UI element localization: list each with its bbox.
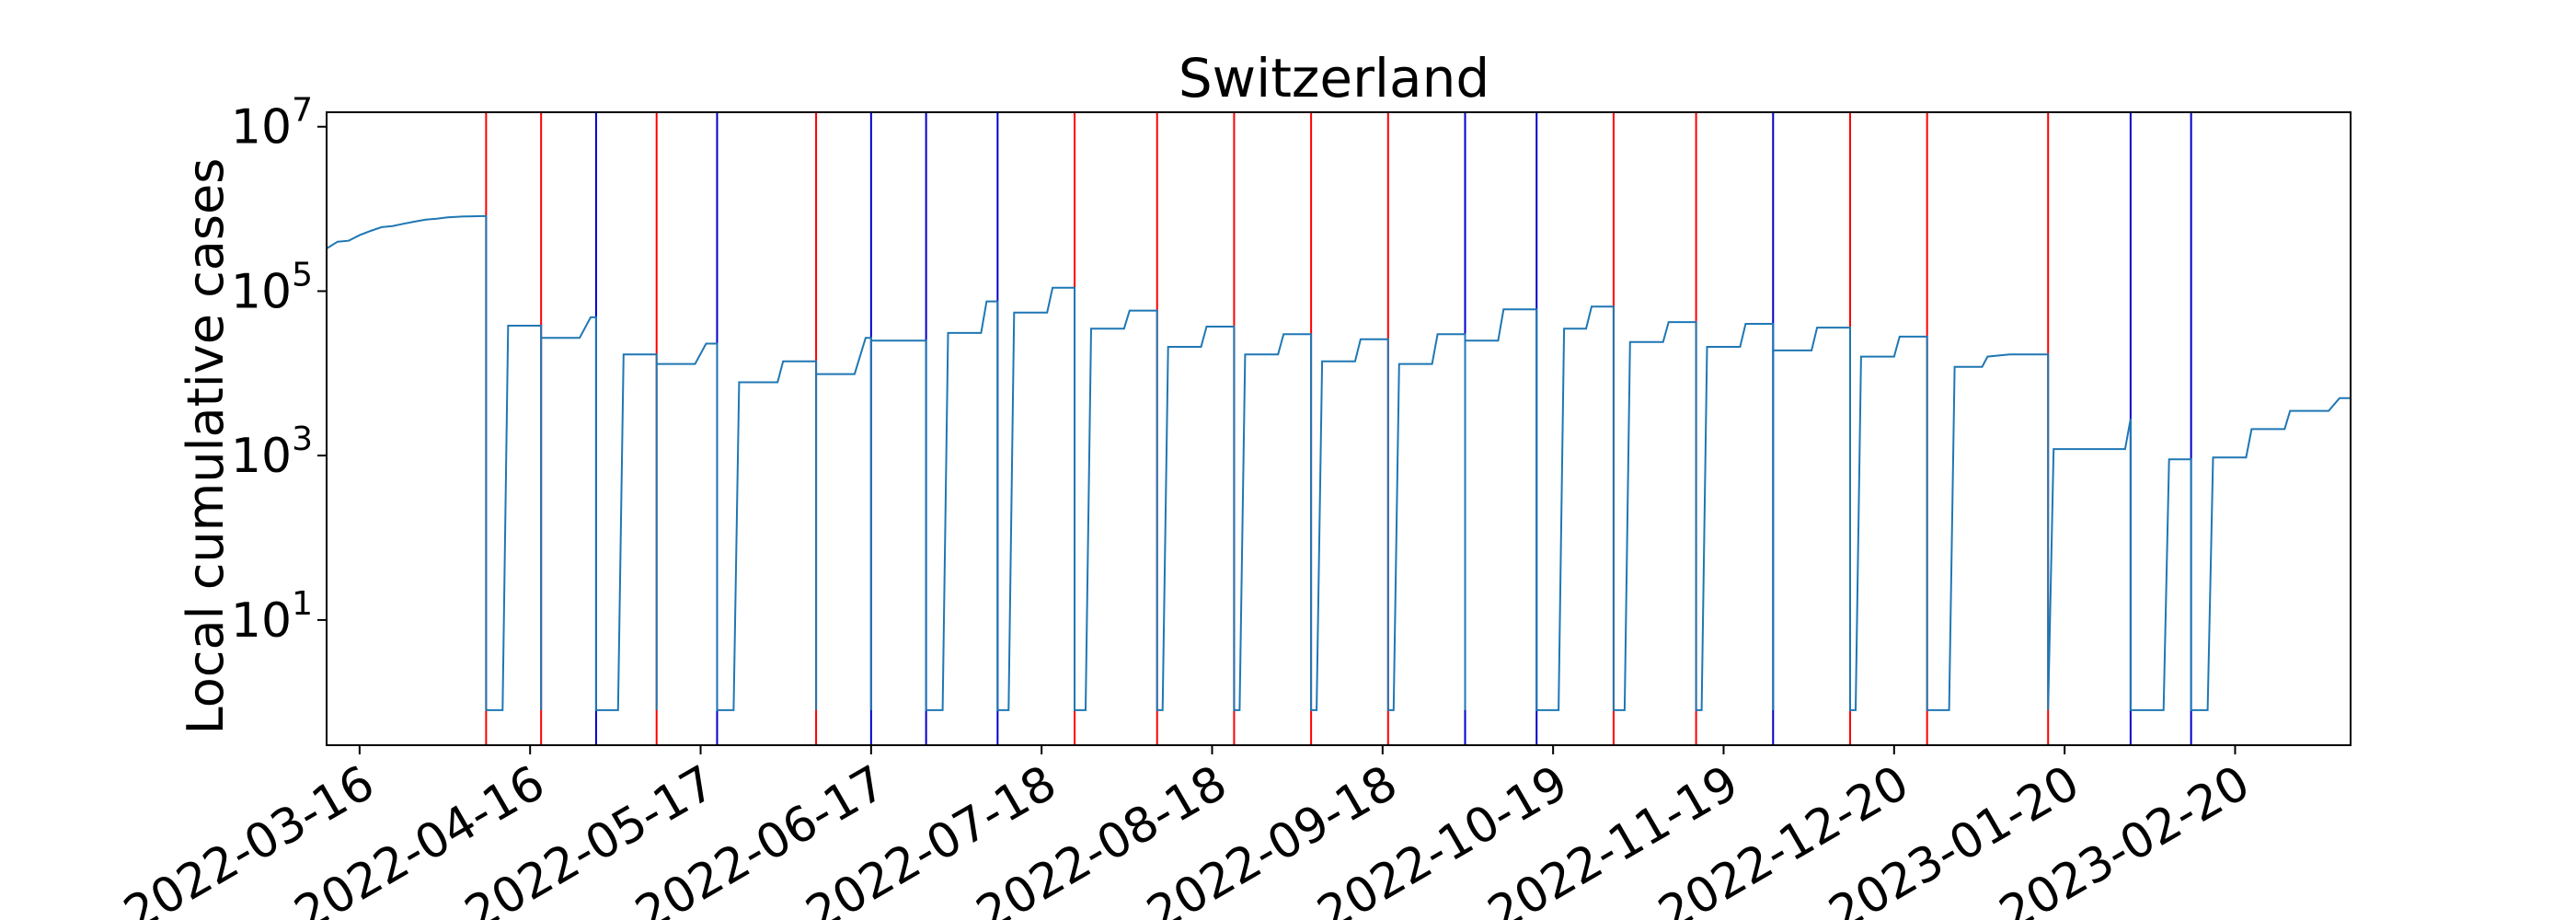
series-line <box>326 214 2351 711</box>
y-tick-label: 105 <box>231 256 313 319</box>
series-group <box>326 214 2351 711</box>
y-axis-ticks: 101 103 105 107 <box>231 92 327 649</box>
plot-area-frame <box>326 111 2352 746</box>
vertical-marker-lines <box>485 112 2192 745</box>
y-axis-label: Local cumulative cases <box>177 158 235 735</box>
chart-title: Switzerland <box>1179 47 1489 109</box>
y-tick-label: 107 <box>231 92 313 155</box>
y-tick-label: 101 <box>231 585 313 649</box>
y-tick-label: 103 <box>231 420 313 484</box>
x-axis-ticks: 2022-03-162022-04-162022-05-172022-06-17… <box>115 745 2259 920</box>
